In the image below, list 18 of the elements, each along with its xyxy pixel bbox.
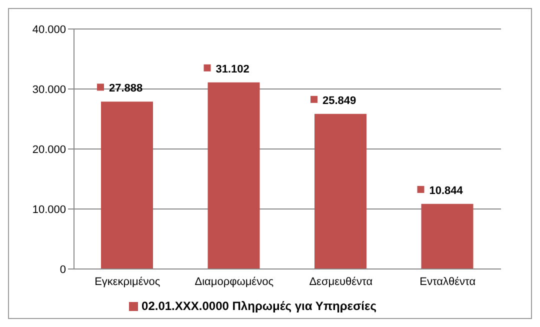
x-tick-label: Διαμορφωμένος <box>194 276 274 288</box>
data-label: 25.849 <box>322 94 356 107</box>
x-tick-label: Ενταλθέντα <box>420 276 476 288</box>
data-label: 31.102 <box>216 63 250 76</box>
x-tick-label: Εγκεκριμένος <box>94 276 160 288</box>
legend-label: 02.01.XXX.0000 Πληρωμές για Υπηρεσίες <box>142 299 376 313</box>
bar <box>314 114 366 269</box>
y-tick-label: 40.000 <box>32 24 66 36</box>
y-tick-label: 20.000 <box>32 144 66 156</box>
data-label: 10.844 <box>429 184 464 197</box>
bar <box>421 204 474 269</box>
bar <box>101 102 153 269</box>
bar <box>208 82 260 269</box>
y-tick-label: 0 <box>60 264 66 276</box>
data-label: 27.888 <box>109 82 143 95</box>
y-tick-label: 30.000 <box>32 84 66 96</box>
y-tick-label: 10.000 <box>32 204 66 216</box>
x-tick-label: Δεσμευθέντα <box>309 276 374 288</box>
